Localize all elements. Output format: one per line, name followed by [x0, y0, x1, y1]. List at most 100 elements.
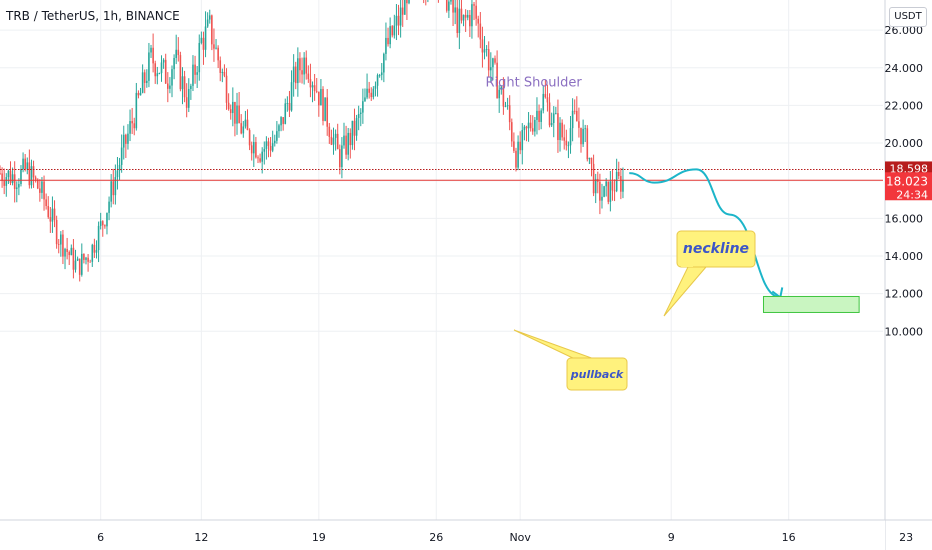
- candle-body: [60, 234, 62, 245]
- candle-body: [137, 92, 140, 96]
- candle-body: [288, 103, 291, 111]
- candle-body: [146, 80, 148, 83]
- candle-body: [580, 127, 582, 145]
- candle-body: [39, 188, 41, 193]
- candle-body: [24, 158, 26, 170]
- candle-body: [515, 150, 517, 168]
- time-axis-bg: [0, 520, 885, 550]
- candle-body: [141, 72, 144, 93]
- candle-body: [175, 49, 177, 59]
- candle-body: [353, 120, 356, 136]
- candle-body: [192, 64, 194, 86]
- candle-body: [114, 177, 117, 196]
- candle-body: [246, 119, 249, 131]
- candle-body: [383, 53, 385, 73]
- candle-body: [120, 147, 123, 165]
- candle-body: [592, 163, 595, 194]
- candle-body: [460, 8, 463, 21]
- candle-body: [617, 171, 620, 177]
- price-axis[interactable]: 10.00012.00014.00016.00018.00020.00022.0…: [884, 0, 932, 550]
- candle-body: [242, 126, 245, 134]
- candle-body: [265, 141, 268, 149]
- candle-body: [408, 0, 410, 4]
- candle-body: [110, 181, 112, 202]
- candle-body: [215, 47, 217, 49]
- candle-body: [305, 57, 308, 74]
- candle-body: [546, 97, 549, 103]
- candle-body: [81, 253, 83, 275]
- time-tick-label: 12: [194, 531, 208, 544]
- candle-body: [519, 141, 521, 151]
- candle-body: [292, 66, 295, 83]
- candle-body: [529, 122, 532, 129]
- candle-body: [458, 8, 461, 34]
- candle-body: [487, 49, 490, 71]
- candle-body: [89, 261, 91, 263]
- price-tick-label: 22.000: [885, 99, 924, 112]
- candle-body: [47, 206, 50, 218]
- candle-body: [152, 47, 154, 64]
- candle-body: [475, 5, 477, 19]
- neckline-price-tag: [885, 161, 932, 176]
- candle-body: [320, 88, 322, 106]
- candle-body: [32, 166, 35, 178]
- candle-body: [255, 142, 257, 158]
- candle-body: [368, 88, 370, 93]
- candle-body: [504, 106, 507, 107]
- candle-body: [401, 7, 404, 15]
- candle-body: [297, 58, 299, 84]
- candle-body: [271, 143, 274, 151]
- candle-body: [620, 176, 622, 192]
- candle-body: [496, 62, 498, 99]
- candle-body: [362, 101, 364, 113]
- candle-body: [450, 0, 452, 2]
- candle-body: [177, 49, 180, 56]
- time-tick-label: Nov: [509, 531, 531, 544]
- candle-body: [173, 58, 175, 70]
- candle-body: [227, 102, 230, 110]
- candle-body: [252, 142, 255, 154]
- candle-body: [343, 135, 345, 146]
- candle-body: [99, 221, 102, 226]
- pullback-callout-joint: [575, 359, 599, 365]
- target-zone: [762, 295, 860, 313]
- candle-body: [97, 225, 100, 251]
- candle-body: [578, 121, 580, 128]
- candle-body: [68, 251, 71, 256]
- candle-body: [162, 59, 165, 63]
- candle-body: [9, 170, 12, 183]
- candle-body: [622, 179, 624, 192]
- candle-body: [555, 113, 557, 114]
- candle-body: [41, 181, 43, 193]
- candle-body: [479, 23, 482, 40]
- candle-body: [154, 63, 157, 77]
- candle-body: [599, 181, 601, 201]
- candle-body: [238, 105, 240, 124]
- candle-body: [26, 162, 29, 170]
- candle-body: [280, 117, 282, 126]
- candle-body: [525, 126, 528, 129]
- candle-body: [404, 0, 406, 15]
- candle-body: [211, 15, 213, 45]
- candle-body: [148, 52, 150, 81]
- candle-body: [584, 128, 587, 130]
- price-tick-label: 12.000: [885, 288, 924, 301]
- candle-body: [477, 18, 480, 24]
- candle-body: [57, 244, 60, 245]
- candle-body: [244, 119, 247, 127]
- neckline-callout: [676, 230, 756, 268]
- candle-body: [364, 97, 366, 102]
- price-axis-bg: [885, 0, 932, 550]
- candle-body: [550, 122, 553, 126]
- time-tick-label: 16: [782, 531, 796, 544]
- candle-body: [311, 85, 314, 88]
- candle-body: [569, 128, 572, 146]
- currency-badge[interactable]: USDT: [889, 7, 927, 27]
- pullback-callout-tail: [513, 329, 598, 361]
- candle-body: [552, 113, 555, 123]
- price-tick-label: 26.000: [885, 24, 924, 37]
- time-axis[interactable]: 6 12 19 26 Nov 9 16 23: [0, 519, 932, 550]
- candle-body: [278, 125, 280, 132]
- candle-body: [332, 137, 335, 145]
